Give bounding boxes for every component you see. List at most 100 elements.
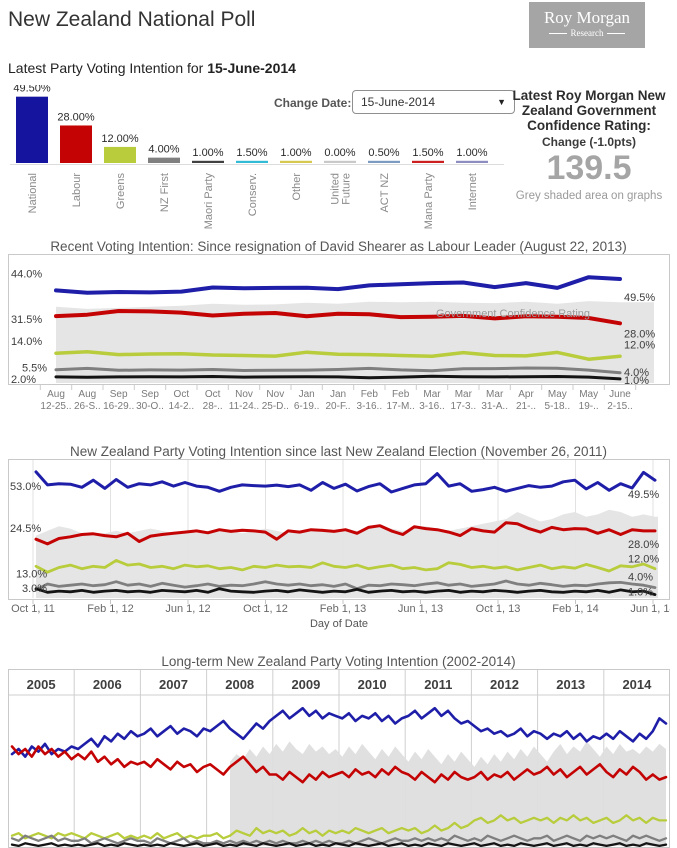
recent-voting-chart: Government Confidence Rating 44.0% 31.5% 14… (8, 254, 670, 412)
svg-text:Mana Party: Mana Party (423, 173, 435, 230)
svg-text:United: United (330, 173, 342, 205)
subtitle: Latest Party Voting Intention for 15-Jun… (8, 60, 296, 76)
svg-text:24.5%: 24.5% (10, 523, 41, 535)
svg-text:Oct: Oct (174, 389, 190, 400)
svg-text:Day of Date: Day of Date (310, 618, 368, 630)
svg-text:2005: 2005 (27, 677, 56, 692)
confidence-note: Grey shaded area on graphs (515, 190, 663, 202)
svg-text:12.0%: 12.0% (628, 554, 659, 566)
svg-text:26-S..: 26-S.. (74, 401, 101, 412)
svg-text:5.5%: 5.5% (22, 363, 47, 375)
svg-text:Mar: Mar (423, 389, 441, 400)
svg-text:17-M..: 17-M.. (386, 401, 414, 412)
svg-text:31-A..: 31-A.. (481, 401, 508, 412)
svg-text:25-D..: 25-D.. (262, 401, 289, 412)
svg-text:Greens: Greens (115, 173, 127, 210)
svg-text:2.0%: 2.0% (11, 374, 36, 386)
svg-text:Aug: Aug (78, 389, 96, 400)
subtitle-text: Latest Party Voting Intention for (8, 60, 204, 76)
svg-text:Jan: Jan (330, 389, 346, 400)
chevron-down-icon: ▼ (497, 97, 506, 107)
svg-text:0.00%: 0.00% (324, 147, 355, 159)
logo-text: Roy Morgan (543, 8, 631, 27)
change-date-select[interactable]: 15-June-2014 ▼ (352, 90, 515, 114)
svg-text:28.0%: 28.0% (628, 539, 659, 551)
change-date-value: 15-June-2014 (361, 95, 436, 109)
svg-text:Feb 1, 14: Feb 1, 14 (552, 603, 598, 615)
roy-morgan-logo: Roy Morgan Research (529, 2, 645, 48)
svg-text:Oct 1, 12: Oct 1, 12 (243, 603, 288, 615)
svg-text:2008: 2008 (225, 677, 254, 692)
longterm-title: Long-term New Zealand Party Voting Inten… (161, 654, 516, 669)
svg-text:6-19..: 6-19.. (294, 401, 320, 412)
svg-text:2012: 2012 (490, 677, 519, 692)
svg-text:Sep: Sep (141, 389, 159, 400)
svg-text:2014: 2014 (622, 677, 652, 692)
confidence-value: 139.5 (546, 149, 632, 187)
svg-text:13.0%: 13.0% (16, 568, 47, 580)
svg-text:3-16..: 3-16.. (357, 401, 383, 412)
svg-text:May: May (548, 389, 567, 400)
svg-text:1.50%: 1.50% (236, 147, 267, 159)
svg-text:Future: Future (341, 173, 353, 205)
svg-text:28-..: 28-.. (203, 401, 223, 412)
change-date-label: Change Date: (274, 96, 352, 110)
svg-text:2013: 2013 (556, 677, 585, 692)
svg-text:12.0%: 12.0% (624, 339, 655, 351)
svg-text:21-..: 21-.. (516, 401, 536, 412)
svg-text:Feb 1, 13: Feb 1, 13 (320, 603, 366, 615)
svg-text:Maori Party: Maori Party (203, 173, 215, 230)
svg-text:2009: 2009 (291, 677, 320, 692)
recent-voting-title: Recent Voting Intention: Since resignati… (50, 239, 627, 254)
svg-text:4.0%: 4.0% (624, 367, 649, 379)
svg-text:Conserv.: Conserv. (247, 173, 259, 216)
svg-text:4.00%: 4.00% (148, 144, 179, 156)
svg-text:28.0%: 28.0% (624, 328, 655, 340)
svg-text:4.0%: 4.0% (628, 572, 653, 584)
svg-text:National: National (27, 173, 39, 213)
svg-text:Jan: Jan (299, 389, 315, 400)
svg-text:May: May (579, 389, 598, 400)
svg-text:Feb: Feb (392, 389, 410, 400)
svg-text:3-16..: 3-16.. (419, 401, 445, 412)
svg-text:Oct 1, 11: Oct 1, 11 (11, 603, 55, 615)
svg-text:49.5%: 49.5% (628, 489, 659, 501)
svg-text:1.0%: 1.0% (628, 587, 653, 599)
svg-text:Labour: Labour (71, 173, 83, 208)
svg-text:12-25..: 12-25.. (40, 401, 71, 412)
svg-text:Nov: Nov (266, 389, 284, 400)
svg-text:Oct 1, 13: Oct 1, 13 (476, 603, 521, 615)
svg-text:Sep: Sep (110, 389, 128, 400)
svg-text:1.00%: 1.00% (192, 147, 223, 159)
svg-text:12.00%: 12.00% (101, 133, 139, 145)
confidence-panel: Latest Roy Morgan New Zealand Government… (505, 88, 673, 202)
svg-text:Jun 1, 12: Jun 1, 12 (165, 603, 210, 615)
svg-text:June: June (609, 389, 631, 400)
svg-text:49.50%: 49.50% (13, 85, 51, 95)
svg-text:Jun 1, 14: Jun 1, 14 (630, 603, 670, 615)
svg-text:Other: Other (291, 173, 303, 201)
svg-text:16-29..: 16-29.. (103, 401, 134, 412)
logo-dash-left (548, 32, 567, 34)
svg-text:2010: 2010 (358, 677, 387, 692)
svg-text:17-3..: 17-3.. (451, 401, 477, 412)
svg-text:1.00%: 1.00% (280, 147, 311, 159)
svg-text:53.0%: 53.0% (10, 481, 41, 493)
svg-text:5-18..: 5-18.. (545, 401, 571, 412)
svg-text:11-24..: 11-24.. (229, 401, 259, 412)
logo-dash-right (607, 32, 626, 34)
logo-subtext: Research (529, 28, 645, 38)
svg-text:14-2..: 14-2.. (169, 401, 195, 412)
svg-text:Nov: Nov (235, 389, 253, 400)
svg-text:ACT NZ: ACT NZ (379, 173, 391, 213)
svg-text:Aug: Aug (47, 389, 65, 400)
svg-text:2-15..: 2-15.. (607, 401, 633, 412)
svg-text:Feb: Feb (361, 389, 379, 400)
svg-text:Internet: Internet (467, 173, 479, 210)
svg-text:2011: 2011 (424, 677, 452, 692)
svg-text:49.5%: 49.5% (624, 292, 655, 304)
svg-text:1.0%: 1.0% (624, 375, 649, 387)
svg-text:20-F..: 20-F.. (325, 401, 350, 412)
since-election-title: New Zealand Party Voting Intention since… (69, 444, 608, 459)
svg-text:1.50%: 1.50% (412, 147, 443, 159)
